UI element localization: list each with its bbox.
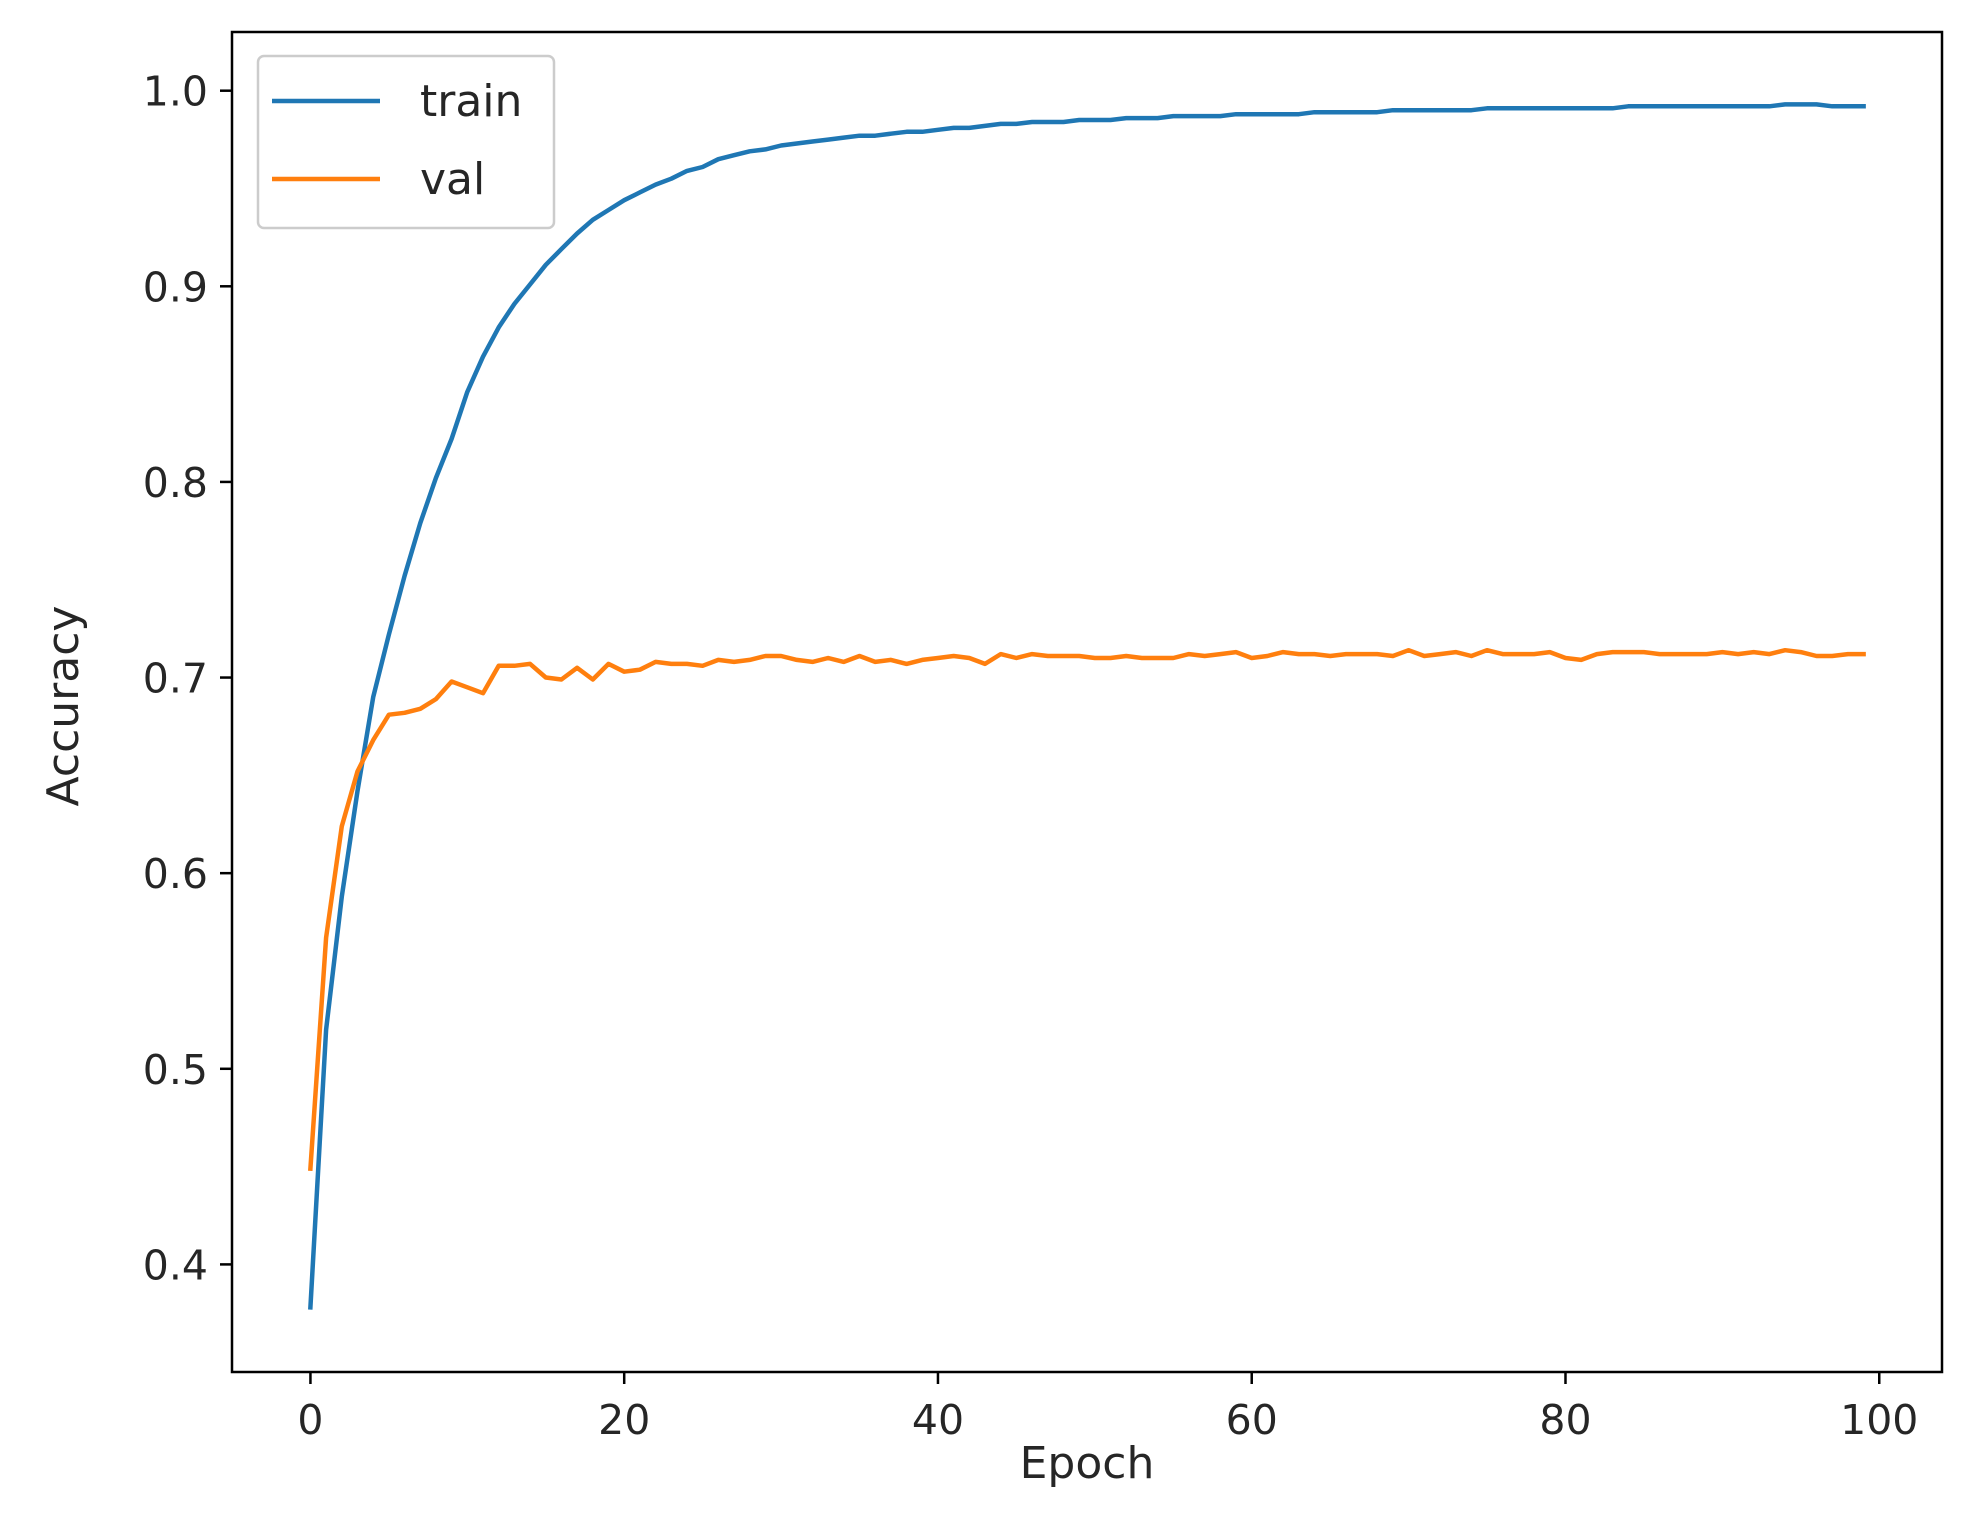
x-tick-label: 40 <box>912 1396 964 1444</box>
y-tick-label: 0.9 <box>143 263 208 311</box>
series-line-val <box>308 647 1866 1171</box>
y-tick-label: 0.6 <box>143 850 208 898</box>
series-line-train <box>308 102 1866 1310</box>
y-tick-label: 1.0 <box>143 68 208 116</box>
y-tick-label: 0.5 <box>143 1046 208 1094</box>
y-tick-label: 0.4 <box>143 1241 208 1289</box>
x-tick-label: 0 <box>297 1396 323 1444</box>
axes-frame <box>230 30 1944 1374</box>
plot-area <box>308 102 1866 1310</box>
legend-label-val: val <box>420 154 485 205</box>
legend: train val <box>256 54 556 230</box>
axes: 0 20 40 60 80 100 0.4 0.5 0.6 0.7 0.8 0.9 1.0 <box>143 30 1944 1444</box>
legend-label-train: train <box>420 76 522 127</box>
y-axis-title: Accuracy <box>38 606 89 807</box>
x-axis-title: Epoch <box>1020 1438 1155 1489</box>
x-tick-label: 60 <box>1226 1396 1278 1444</box>
y-tick-label: 0.7 <box>143 655 208 703</box>
y-tick-label: 0.8 <box>143 459 208 507</box>
x-tick-label: 100 <box>1840 1396 1918 1444</box>
x-tick-label: 80 <box>1539 1396 1591 1444</box>
x-tick-label: 20 <box>598 1396 650 1444</box>
